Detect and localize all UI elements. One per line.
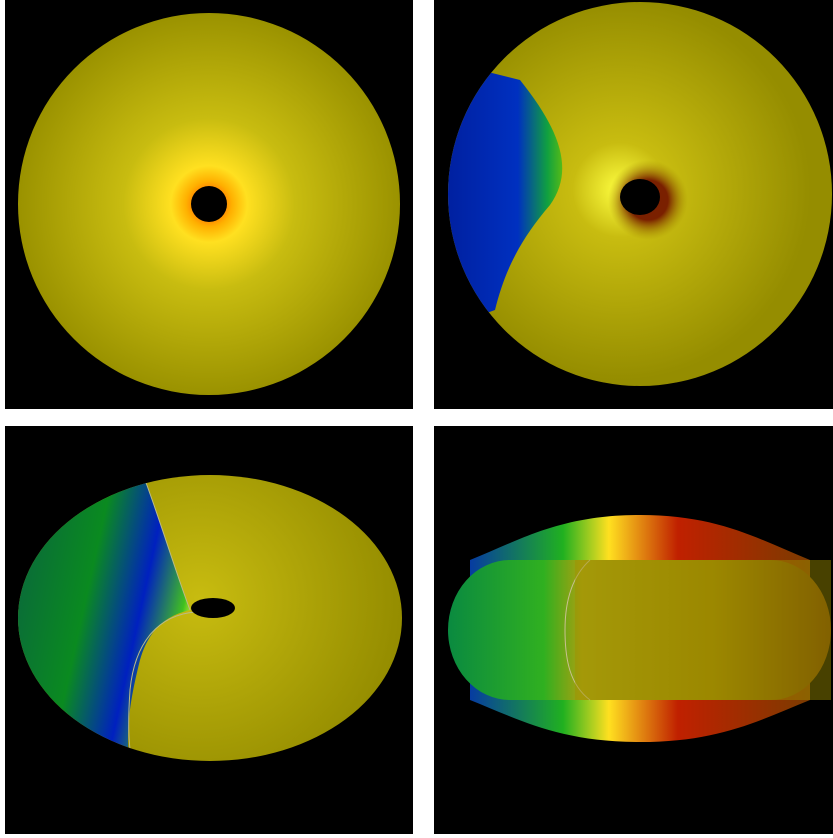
shading (575, 560, 831, 700)
torus-hole (620, 179, 660, 215)
page (0, 0, 833, 838)
render-grid (0, 0, 833, 838)
torus-hole (191, 598, 235, 618)
torus-hole (191, 186, 227, 222)
